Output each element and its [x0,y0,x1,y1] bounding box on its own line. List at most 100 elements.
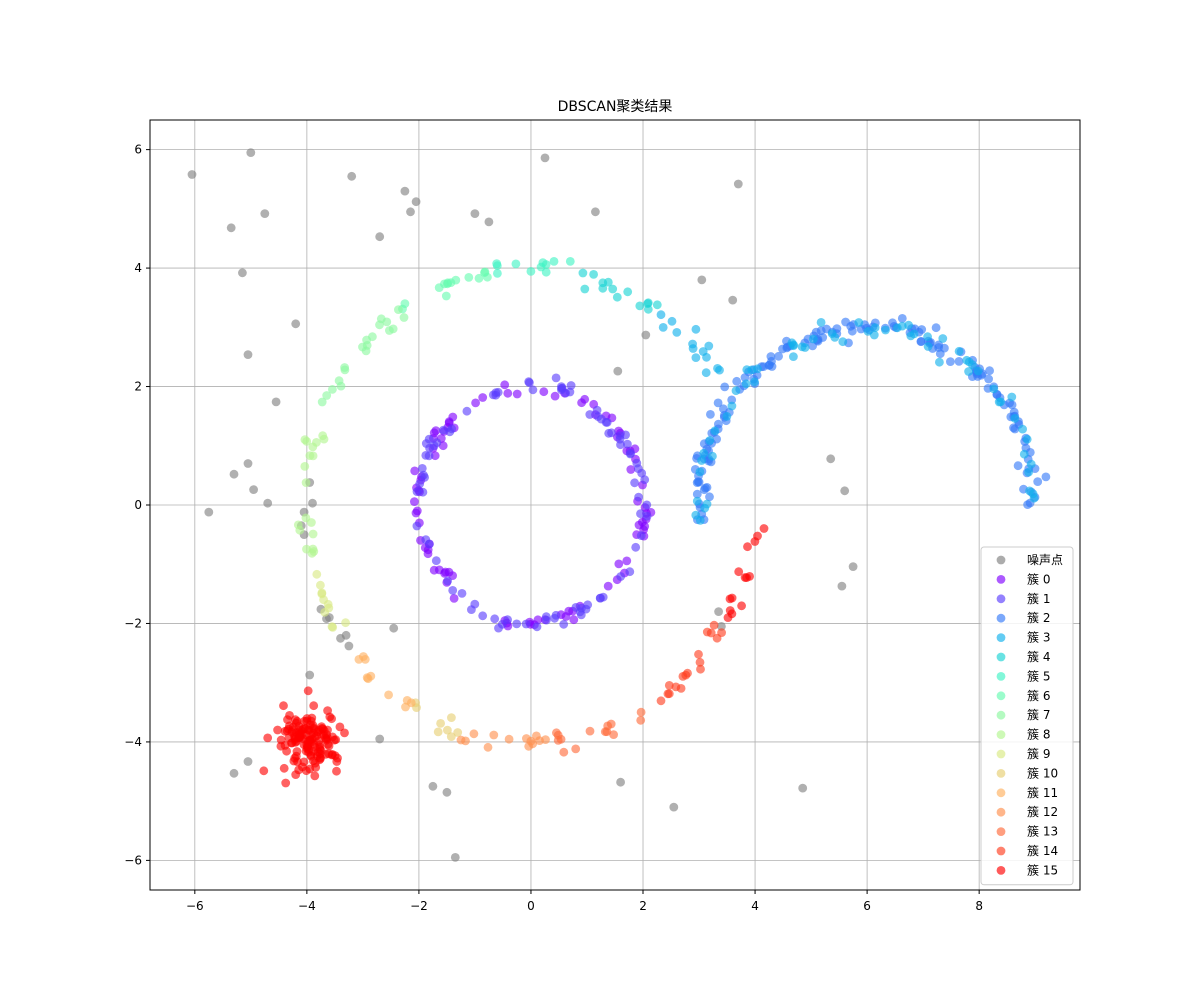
cluster-point [448,586,458,595]
cluster-point [421,451,431,460]
cluster-point [578,268,588,278]
noise-point [428,781,438,791]
noise-point [243,459,253,468]
legend-marker [996,807,1006,817]
noise-point [226,223,236,233]
cluster-point [411,508,421,518]
noise-point [187,170,197,179]
cluster-point [571,744,581,754]
cluster-point [539,387,549,397]
axis-ticks: −6 −4 −2 0 2 4 6 8 −6 −4 −2 0 2 4 6 [124,143,983,913]
x-tick-label: 0 [527,899,535,913]
cluster-point [432,438,442,448]
cluster-point [449,594,459,603]
noise-point [305,670,315,680]
cluster-point [309,701,319,711]
noise-point [826,454,836,464]
cluster-point [643,298,653,308]
cluster-point [695,657,705,667]
cluster-point [1024,467,1033,477]
cluster-point [598,592,608,602]
cluster-point [301,478,311,487]
cluster-point [712,633,722,643]
y-tick-label: −2 [124,616,142,630]
legend-marker [996,633,1006,642]
cluster-point [493,269,502,278]
cluster-point [511,259,521,269]
legend-marker [996,749,1006,759]
noise-point [733,179,743,189]
cluster-point [535,736,544,745]
legend-label: 簇 3 [1027,630,1050,645]
noise-point [591,207,600,217]
cluster-point [656,696,666,706]
cluster-point [816,326,826,336]
cluster-point [542,615,551,625]
cluster-point [358,342,367,352]
noise-point [347,171,357,181]
legend-box [980,546,1074,886]
cluster-point [631,542,641,552]
cluster-point [299,716,309,726]
cluster-point [557,383,567,393]
cluster-point [580,394,590,404]
cluster-point [569,615,579,625]
y-tick-label: 2 [134,380,142,394]
cluster-point [388,324,398,334]
cluster-point [800,343,810,352]
noise-point [540,153,550,163]
cluster-point [984,374,993,384]
cluster-point [291,718,301,728]
x-tick-label: 8 [975,899,983,913]
cluster-point [571,603,581,612]
cluster-point [585,726,595,736]
cluster-point [1013,461,1023,471]
noise-point [411,197,421,207]
cluster-point [443,576,452,586]
cluster-point [705,436,715,445]
cluster-point [699,448,709,458]
cluster-point [293,757,302,767]
cluster-point [312,569,322,579]
cluster-point [750,377,759,387]
cluster-point [294,765,304,775]
cluster-point [526,267,536,276]
cluster-point [521,619,531,629]
cluster-point [616,440,625,450]
cluster-point [504,734,514,744]
cluster-point [767,356,776,366]
cluster-point [301,513,311,523]
cluster-point [664,689,674,699]
cluster-point [259,766,269,776]
cluster-point [604,428,614,438]
legend-label: 簇 4 [1027,649,1050,664]
cluster-point [478,393,488,402]
cluster-point [282,746,291,756]
noise-point [375,734,385,744]
cluster-point [283,715,292,724]
noise-point [406,207,415,217]
x-tick-label: 6 [863,899,871,913]
cluster-point [870,323,880,332]
cluster-point [614,559,624,569]
cluster-point [743,542,752,552]
cluster-point [946,357,955,366]
cluster-point [704,341,714,351]
cluster-point [340,728,349,738]
cluster-point [989,384,999,394]
noise-point [442,787,452,797]
noise-point [470,209,480,219]
cluster-point [734,567,744,577]
cluster-point [478,611,488,621]
cluster-point [549,257,559,266]
grid [150,120,1080,890]
cluster-point [636,531,646,540]
cluster-point [524,377,534,387]
cluster-point [553,736,563,745]
cluster-point [636,509,645,519]
legend-marker [996,866,1006,875]
noise-point [400,186,410,196]
cluster-point [931,323,941,333]
